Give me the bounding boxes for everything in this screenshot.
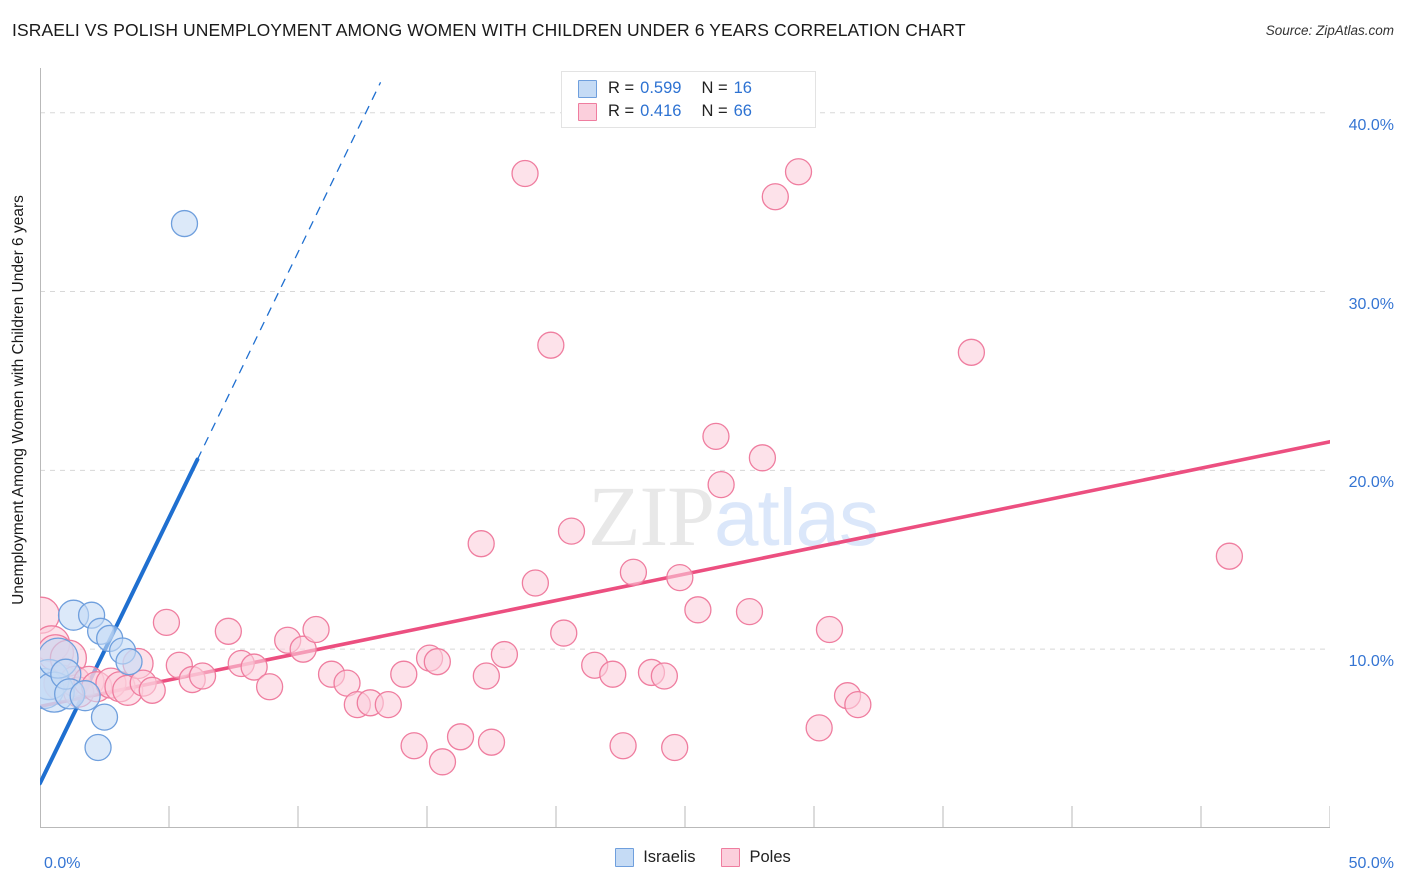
legend-label-israelis: Israelis	[643, 848, 696, 866]
data-point[interactable]	[240, 653, 268, 681]
data-point[interactable]	[844, 690, 872, 719]
data-point[interactable]	[138, 676, 166, 704]
data-point[interactable]	[599, 660, 627, 688]
data-point[interactable]	[84, 733, 112, 762]
r-label-israelis: R =	[608, 79, 635, 97]
data-point[interactable]	[374, 690, 402, 719]
data-point[interactable]	[661, 733, 689, 762]
trendline-israelis	[40, 457, 200, 786]
n-label-poles: N =	[701, 102, 728, 120]
y-axis-tick-label: 40.0%	[1348, 116, 1394, 134]
data-point[interactable]	[490, 640, 519, 669]
legend-item-israelis[interactable]: Israelis	[615, 848, 695, 867]
data-point[interactable]	[619, 558, 648, 586]
data-point[interactable]	[511, 159, 539, 188]
legend-label-poles: Poles	[749, 848, 791, 866]
plot-area: ZIPatlas	[40, 68, 1330, 828]
stats-legend-row-poles: R = 0.416 N = 66	[578, 100, 815, 123]
data-point[interactable]	[390, 660, 418, 688]
legend-item-poles[interactable]: Poles	[721, 848, 791, 867]
data-point[interactable]	[557, 517, 586, 545]
series-points-israelis	[40, 209, 199, 762]
data-point[interactable]	[214, 617, 242, 645]
legend-swatch-israelis-bottom	[615, 848, 635, 867]
data-point[interactable]	[957, 338, 986, 366]
y-axis-tick-label: 30.0%	[1348, 295, 1394, 313]
n-value-poles: 66	[733, 102, 752, 120]
r-label-poles: R =	[608, 102, 635, 120]
data-point[interactable]	[550, 619, 578, 647]
series-points-poles	[40, 158, 1244, 776]
data-point[interactable]	[472, 662, 500, 690]
data-point[interactable]	[170, 209, 199, 238]
series-legend: Israelis Poles	[0, 848, 1406, 867]
data-point[interactable]	[115, 648, 143, 676]
legend-swatch-poles-bottom	[721, 848, 741, 867]
data-point[interactable]	[650, 662, 679, 690]
data-point[interactable]	[748, 444, 777, 472]
data-point[interactable]	[467, 530, 495, 558]
data-point[interactable]	[446, 723, 475, 751]
data-point[interactable]	[609, 732, 637, 760]
data-point[interactable]	[521, 569, 550, 597]
legend-swatch-poles	[578, 102, 597, 121]
r-value-poles: 0.416	[640, 102, 682, 120]
plot-svg	[40, 68, 1330, 828]
data-point[interactable]	[815, 615, 844, 644]
data-point[interactable]	[477, 728, 506, 756]
data-point[interactable]	[255, 673, 284, 701]
data-point[interactable]	[90, 703, 119, 731]
stats-legend: R = 0.599 N = 16 R = 0.416 N = 66	[561, 71, 816, 128]
y-axis-tick-label: 10.0%	[1348, 653, 1394, 671]
data-point[interactable]	[69, 680, 101, 712]
r-value-israelis: 0.599	[640, 79, 682, 97]
data-point[interactable]	[735, 597, 764, 626]
data-point[interactable]	[428, 748, 457, 776]
data-point[interactable]	[400, 732, 428, 760]
n-label-israelis: N =	[701, 79, 728, 97]
data-point[interactable]	[188, 662, 217, 690]
data-point[interactable]	[1215, 542, 1244, 570]
stats-legend-row-israelis: R = 0.599 N = 16	[578, 77, 815, 100]
data-point[interactable]	[302, 615, 330, 644]
data-point[interactable]	[761, 183, 789, 211]
trendline-extension-israelis	[196, 82, 382, 460]
data-point[interactable]	[537, 331, 565, 359]
x-axis-max-label: 50.0%	[1348, 855, 1394, 872]
source-label: Source: ZipAtlas.com	[1265, 23, 1394, 38]
y-axis-tick-label: 20.0%	[1348, 474, 1394, 492]
data-point[interactable]	[289, 635, 317, 663]
page-title: ISRAELI VS POLISH UNEMPLOYMENT AMONG WOM…	[12, 20, 966, 40]
data-point[interactable]	[702, 422, 730, 451]
legend-swatch-israelis	[578, 79, 597, 98]
data-point[interactable]	[423, 648, 451, 676]
n-value-israelis: 16	[733, 79, 752, 97]
data-point[interactable]	[666, 563, 694, 592]
data-point[interactable]	[805, 714, 833, 742]
data-point[interactable]	[707, 471, 735, 499]
data-point[interactable]	[684, 596, 712, 624]
x-axis-min-label: 0.0%	[44, 855, 81, 872]
data-point[interactable]	[784, 158, 813, 186]
data-point[interactable]	[152, 608, 181, 637]
y-axis-title: Unemployment Among Women with Children U…	[10, 195, 27, 605]
